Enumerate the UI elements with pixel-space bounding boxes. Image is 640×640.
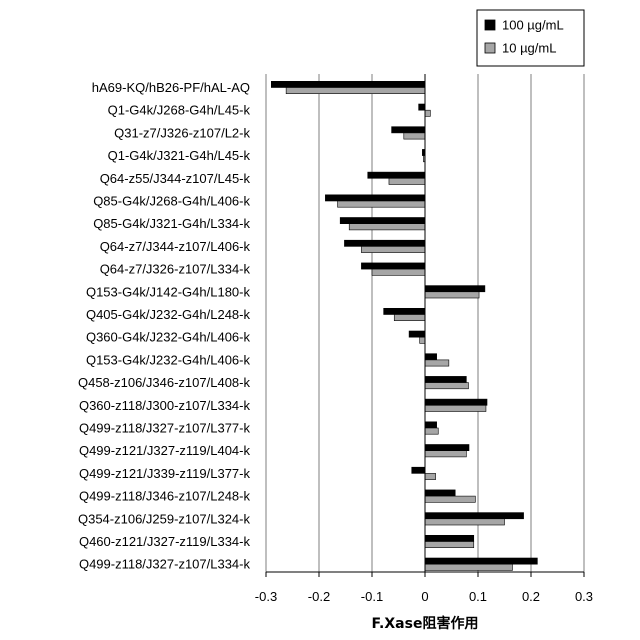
bar-series-1 [425, 513, 524, 519]
bar-series-2 [286, 88, 425, 94]
category-label: Q360-G4k/J232-G4h/L406-k [86, 330, 251, 345]
category-label: Q64-z55/J344-z107/L45-k [100, 171, 251, 186]
bar-series-1 [425, 558, 537, 564]
x-tick-label: -0.1 [361, 589, 383, 604]
bar-series-2 [425, 473, 436, 479]
bar-series-1 [425, 399, 487, 405]
x-tick-label: 0 [421, 589, 428, 604]
bar-series-1 [325, 195, 425, 201]
category-label: Q499-z121/J339-z119/L377-k [79, 466, 251, 481]
bar-series-1 [425, 445, 469, 451]
x-axis-title: F.Xase阻害作用 [372, 615, 479, 632]
bar-series-2 [425, 496, 475, 502]
category-label: Q153-G4k/J142-G4h/L180-k [86, 284, 251, 299]
bar-series-1 [425, 376, 466, 382]
bar-series-2 [425, 360, 449, 366]
bar-series-1 [425, 535, 474, 541]
bar-series-2 [425, 542, 474, 548]
bar-series-1 [361, 263, 425, 269]
legend-label: 10 µg/mL [502, 41, 556, 56]
x-tick-label: -0.3 [255, 589, 277, 604]
bar-series-1 [419, 104, 425, 110]
bar-series-1 [425, 354, 437, 360]
bar-series-1 [425, 490, 455, 496]
category-label: Q499-z118/J327-z107/L377-k [79, 421, 251, 436]
bar-series-1 [392, 127, 425, 133]
bar-series-2 [425, 451, 466, 457]
bar-series-2 [361, 246, 425, 252]
bar-series-1 [412, 467, 425, 473]
bar-series-2 [425, 564, 512, 570]
bar-series-1 [384, 308, 425, 314]
category-label: Q499-z118/J346-z107/L248-k [79, 489, 251, 504]
x-tick-label: 0.3 [575, 589, 593, 604]
category-label: Q153-G4k/J232-G4h/L406-k [86, 352, 251, 367]
legend: 100 µg/mL 10 µg/mL [477, 10, 584, 66]
category-label: Q354-z106/J259-z107/L324-k [78, 511, 251, 526]
bar-series-2 [338, 201, 425, 207]
category-label: hA69-KQ/hB26-PF/hAL-AQ [92, 80, 250, 95]
bar-series-2 [425, 519, 505, 525]
bar-series-2 [420, 337, 425, 343]
category-label: Q1-G4k/J268-G4h/L45-k [108, 103, 251, 118]
category-label: Q458-z106/J346-z107/L408-k [78, 375, 251, 390]
category-label: Q85-G4k/J321-G4h/L334-k [93, 216, 250, 231]
bar-series-2 [389, 178, 425, 184]
category-label: Q460-z121/J327-z119/L334-k [79, 534, 251, 549]
bar-series-2 [425, 405, 486, 411]
category-label: Q360-z118/J300-z107/L334-k [79, 398, 251, 413]
bar-series-2 [404, 133, 425, 139]
category-label: Q85-G4k/J268-G4h/L406-k [93, 194, 250, 209]
bar-series-1 [271, 81, 425, 87]
category-label: Q1-G4k/J321-G4h/L45-k [108, 148, 251, 163]
bar-series-2 [372, 269, 425, 275]
category-label: Q405-G4k/J232-G4h/L248-k [86, 307, 251, 322]
legend-swatch [485, 43, 495, 53]
bar-series-1 [340, 218, 425, 224]
bar-series-1 [425, 286, 485, 292]
legend-swatch [485, 20, 495, 30]
category-label: Q64-z7/J326-z107/L334-k [100, 262, 251, 277]
bar-series-2 [425, 292, 479, 298]
bar-series-1 [409, 331, 425, 337]
category-label: Q499-z121/J327-z119/L404-k [79, 443, 251, 458]
category-label: Q499-z118/J327-z107/L334-k [79, 557, 251, 572]
x-tick-label: 0.1 [469, 589, 487, 604]
category-label: Q64-z7/J344-z107/L406-k [100, 239, 251, 254]
x-tick-label: 0.2 [522, 589, 540, 604]
bar-series-1 [368, 172, 425, 178]
bar-series-1 [344, 240, 425, 246]
legend-label: 100 µg/mL [502, 18, 564, 33]
category-label: Q31-z7/J326-z107/L2-k [114, 125, 250, 140]
bar-series-2 [425, 428, 438, 434]
x-tick-label: -0.2 [308, 589, 330, 604]
bar-series-2 [425, 383, 468, 389]
bar-series-2 [425, 110, 430, 116]
bar-series-2 [394, 315, 425, 321]
bar-series-1 [425, 422, 437, 428]
bar-series-2 [349, 224, 425, 230]
